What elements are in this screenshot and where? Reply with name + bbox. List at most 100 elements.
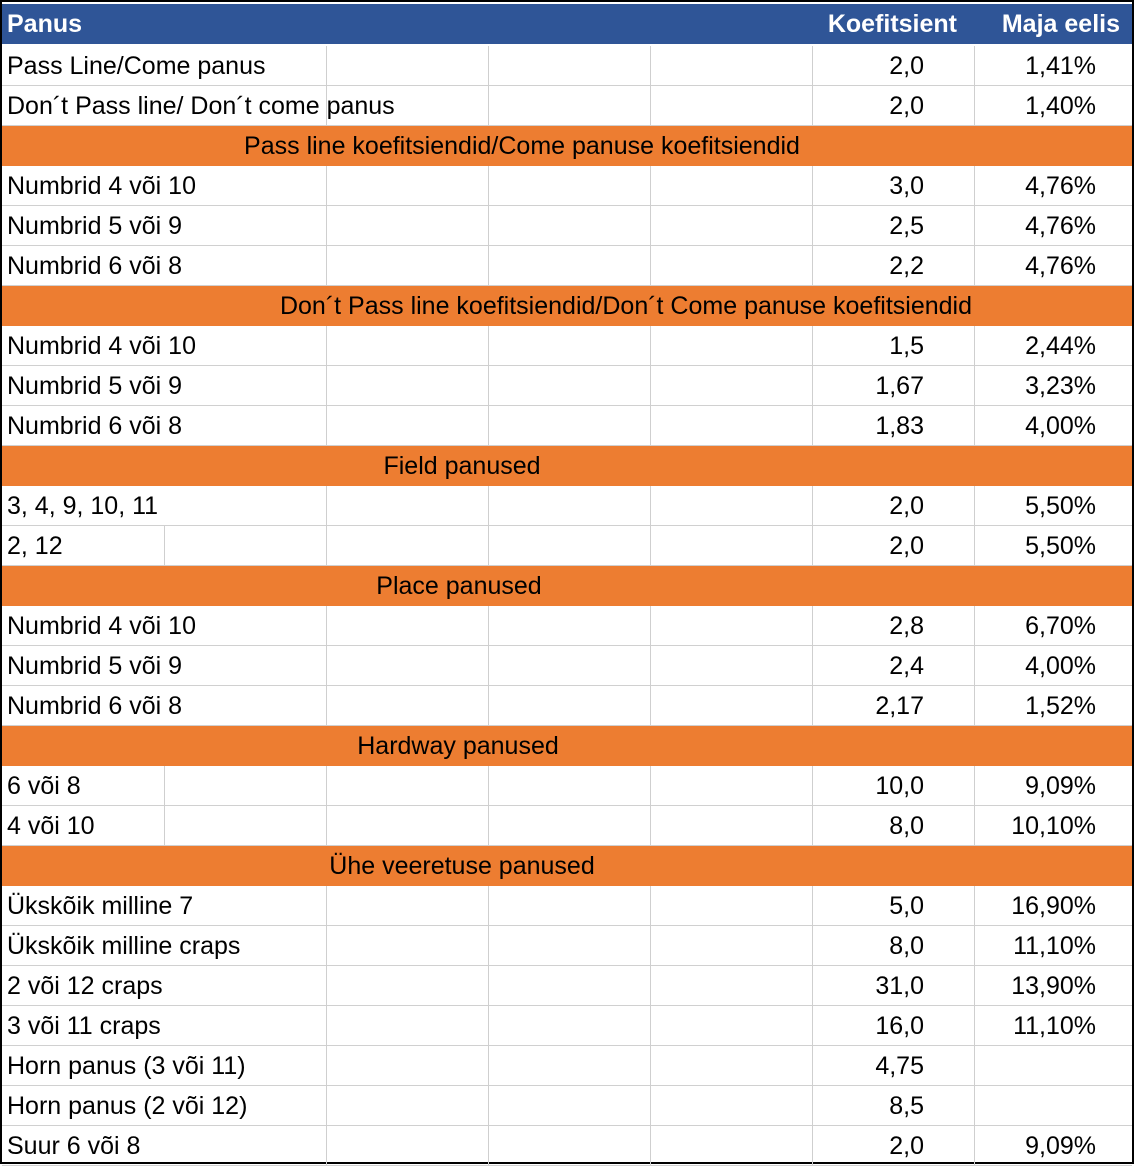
cell-divider [812, 766, 813, 806]
cell-divider [326, 926, 327, 966]
bet-label: Numbrid 6 või 8 [7, 692, 183, 720]
cell-divider [974, 966, 975, 1006]
table-row: Ükskõik milline craps 8,0 11,10% [2, 926, 1132, 966]
cell-divider [164, 766, 165, 806]
cell-divider [812, 246, 813, 286]
cell-divider [974, 646, 975, 686]
cell-divider [326, 406, 327, 446]
edge-value: 6,70% [1025, 612, 1096, 640]
cell-divider [974, 806, 975, 846]
edge-value: 11,10% [1013, 1012, 1096, 1040]
cell-divider [488, 1126, 489, 1166]
bet-label: 2, 12 [7, 532, 63, 560]
bet-label: Ükskõik milline craps [7, 932, 241, 960]
bet-label: 2 või 12 craps [7, 972, 163, 1000]
table-row: 2 või 12 craps 31,0 13,90% [2, 966, 1132, 1006]
table-row: Numbrid 4 või 10 3,0 4,76% [2, 166, 1132, 206]
cell-divider [650, 766, 651, 806]
edge-value: 2,44% [1025, 332, 1096, 360]
cell-divider [488, 886, 489, 926]
edge-value: 11,10% [1013, 932, 1096, 960]
edge-value: 4,00% [1025, 412, 1096, 440]
cell-divider [812, 1126, 813, 1166]
cell-divider [812, 166, 813, 206]
odds-value: 8,0 [889, 812, 924, 840]
odds-value: 2,0 [889, 92, 924, 120]
cell-divider [650, 526, 651, 566]
cell-divider [812, 1086, 813, 1126]
table-row: 2, 12 2,0 5,50% [2, 526, 1132, 566]
cell-divider [650, 366, 651, 406]
odds-value: 4,75 [875, 1052, 924, 1080]
cell-divider [488, 246, 489, 286]
cell-divider [650, 1046, 651, 1086]
odds-value: 8,5 [889, 1092, 924, 1120]
cell-divider [326, 1086, 327, 1126]
cell-divider [650, 646, 651, 686]
odds-value: 2,0 [889, 532, 924, 560]
cell-divider [326, 886, 327, 926]
cell-divider [812, 606, 813, 646]
bet-label: 4 või 10 [7, 812, 95, 840]
cell-divider [812, 406, 813, 446]
bet-label: Horn panus (3 või 11) [7, 1052, 246, 1080]
odds-value: 1,5 [889, 332, 924, 360]
cell-divider [812, 686, 813, 726]
cell-divider [974, 1006, 975, 1046]
cell-divider [974, 766, 975, 806]
section-row: Don´t Pass line koefitsiendid/Don´t Come… [2, 286, 1132, 326]
cell-divider [650, 1006, 651, 1046]
cell-divider [164, 806, 165, 846]
cell-divider [812, 86, 813, 126]
cell-divider [488, 1006, 489, 1046]
cell-divider [488, 366, 489, 406]
table-row: Pass Line/Come panus 2,0 1,41% [2, 46, 1132, 86]
cell-divider [488, 526, 489, 566]
table-row: Numbrid 5 või 9 2,5 4,76% [2, 206, 1132, 246]
cell-divider [812, 886, 813, 926]
cell-divider [974, 1046, 975, 1086]
cell-divider [650, 86, 651, 126]
cell-divider [812, 206, 813, 246]
cell-divider [326, 1126, 327, 1166]
section-row: Field panused [2, 446, 1132, 486]
cell-divider [974, 406, 975, 446]
table-row: Don´t Pass line/ Don´t come panus 2,0 1,40… [2, 86, 1132, 126]
cell-divider [812, 486, 813, 526]
odds-value: 2,8 [889, 612, 924, 640]
cell-divider [812, 806, 813, 846]
cell-divider [326, 526, 327, 566]
cell-divider [488, 1086, 489, 1126]
cell-divider [974, 166, 975, 206]
edge-value: 1,52% [1025, 692, 1096, 720]
header-edge: Maja eelis [1001, 10, 1120, 38]
bet-label: Numbrid 5 või 9 [7, 652, 183, 680]
header-bet: Panus [7, 10, 83, 38]
cell-divider [812, 926, 813, 966]
odds-value: 2,0 [889, 492, 924, 520]
cell-divider [488, 806, 489, 846]
edge-value: 10,10% [1011, 812, 1096, 840]
cell-divider [650, 406, 651, 446]
odds-value: 1,67 [875, 372, 924, 400]
odds-value: 2,2 [889, 252, 924, 280]
cell-divider [812, 366, 813, 406]
cell-divider [812, 1006, 813, 1046]
bet-label: Numbrid 5 või 9 [7, 372, 183, 400]
section-row: Place panused [2, 566, 1132, 606]
section-row: Pass line koefitsiendid/Come panuse koef… [2, 126, 1132, 166]
cell-divider [974, 926, 975, 966]
table-row: Numbrid 6 või 8 2,2 4,76% [2, 246, 1132, 286]
odds-value: 3,0 [889, 172, 924, 200]
odds-value: 2,0 [889, 52, 924, 80]
cell-divider [974, 526, 975, 566]
edge-value [974, 1046, 1096, 1086]
cell-divider [812, 1046, 813, 1086]
cell-divider [488, 926, 489, 966]
cell-divider [974, 486, 975, 526]
cell-divider [488, 1046, 489, 1086]
bet-label: Numbrid 4 või 10 [7, 612, 196, 640]
odds-value: 16,0 [875, 1012, 924, 1040]
table-row: 3, 4, 9, 10, 11 2,0 5,50% [2, 486, 1132, 526]
